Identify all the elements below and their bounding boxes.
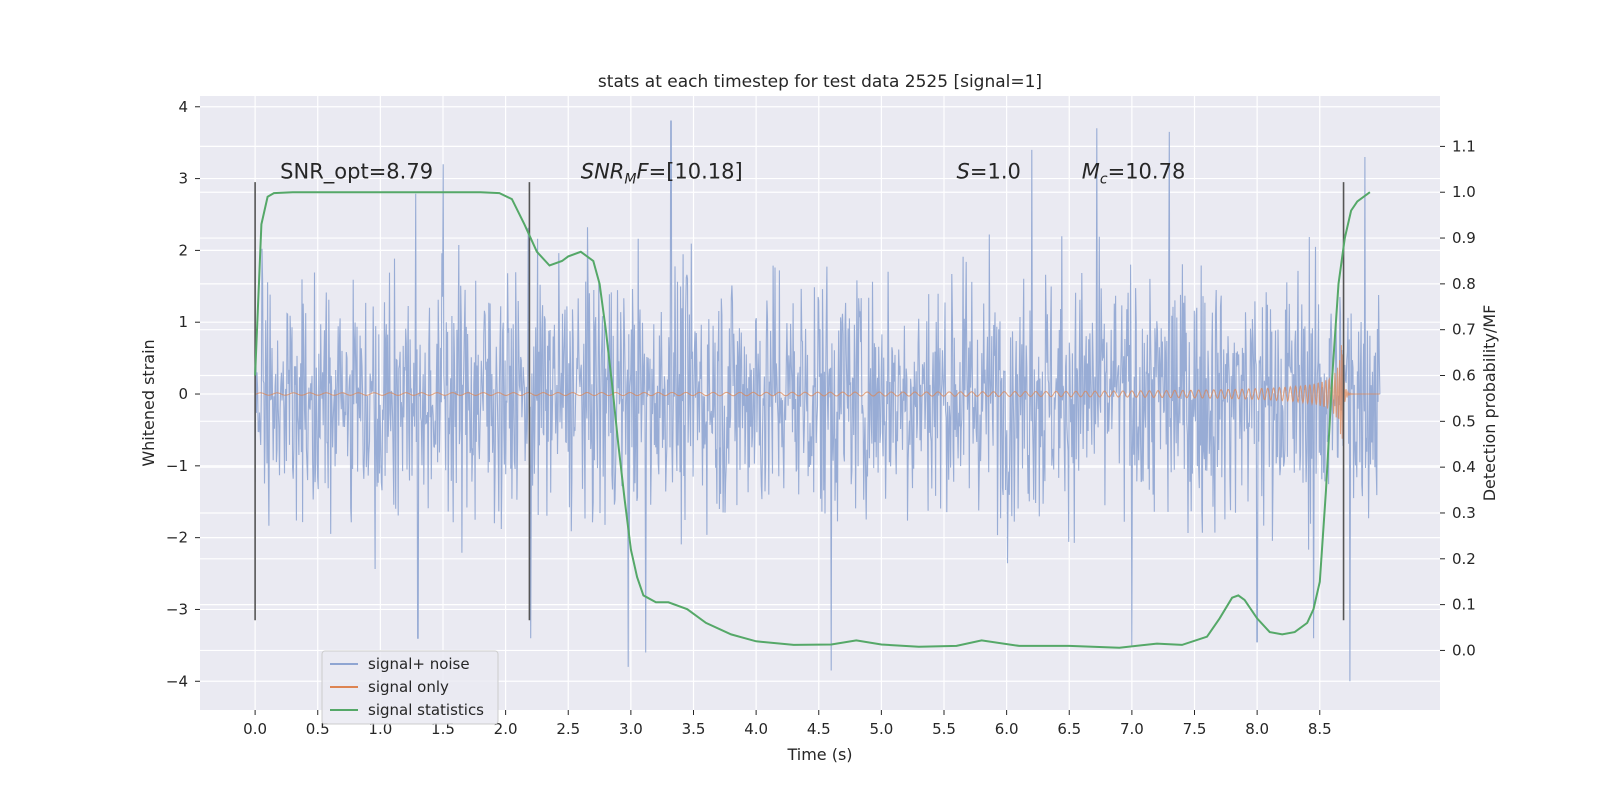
y2-tick-label: 0.0 bbox=[1452, 641, 1476, 659]
x-tick-label: 7.0 bbox=[1120, 720, 1144, 738]
x-tick-label: 4.0 bbox=[744, 720, 768, 738]
annotation-4: Mc=10.78 bbox=[1082, 160, 1186, 188]
y-tick-label: 4 bbox=[178, 98, 188, 116]
chart-title: stats at each timestep for test data 252… bbox=[598, 72, 1042, 92]
y-tick-label: 2 bbox=[178, 241, 188, 259]
signal-statistics-line bbox=[254, 191, 1371, 649]
signal-noise-line bbox=[254, 120, 1381, 682]
x-tick-label: 3.0 bbox=[619, 720, 643, 738]
y2-tick-label: 0.2 bbox=[1452, 550, 1476, 568]
x-axis-ticks: 0.0 0.5 1.0 1.5 2.0 2.5 3.0 3.5 4.0 4.5 5.0 5.5 6.0 6… bbox=[243, 710, 1332, 738]
x-tick-label: 4.5 bbox=[807, 720, 831, 738]
y2-tick-label: 0.6 bbox=[1452, 367, 1476, 385]
y2-axis-ticks: 0.0 0.1 0.2 0.3 0.4 0.5 0.6 0.7 0.8 0.9 1.0 1.1 bbox=[1440, 137, 1476, 659]
y-tick-label: 3 bbox=[178, 170, 188, 188]
y-tick-label: −1 bbox=[166, 457, 188, 475]
y-tick-label: −4 bbox=[166, 672, 188, 690]
y2-tick-label: 0.1 bbox=[1452, 596, 1476, 614]
x-tick-label: 2.5 bbox=[556, 720, 580, 738]
x-tick-label: 8.0 bbox=[1245, 720, 1269, 738]
y2-tick-label: 0.7 bbox=[1452, 321, 1476, 339]
y2-tick-label: 0.8 bbox=[1452, 275, 1476, 293]
y-tick-label: 0 bbox=[178, 385, 188, 403]
y2-tick-label: 0.3 bbox=[1452, 504, 1476, 522]
x-axis-label: Time (s) bbox=[786, 745, 852, 764]
annotation-2: SNRMF=[10.18] bbox=[581, 160, 743, 188]
x-tick-label: 2.0 bbox=[494, 720, 518, 738]
x-tick-label: 5.5 bbox=[932, 720, 956, 738]
legend-label: signal only bbox=[368, 678, 449, 696]
series-signal-statistics bbox=[254, 191, 1371, 649]
y2-axis-label: Detection probability/MF bbox=[1480, 305, 1499, 502]
x-tick-label: 7.5 bbox=[1183, 720, 1207, 738]
vertical-markers bbox=[254, 182, 1345, 621]
y2-tick-label: 1.1 bbox=[1452, 137, 1476, 155]
x-tick-label: 5.0 bbox=[869, 720, 893, 738]
y2-tick-label: 1.0 bbox=[1452, 183, 1476, 201]
y-tick-label: −3 bbox=[166, 600, 188, 618]
legend-label: signal statistics bbox=[368, 701, 484, 719]
x-tick-label: 6.5 bbox=[1057, 720, 1081, 738]
legend-label: signal+ noise bbox=[368, 655, 470, 673]
x-tick-label: 0.0 bbox=[243, 720, 267, 738]
y-tick-label: 1 bbox=[178, 313, 188, 331]
y2-tick-label: 0.4 bbox=[1452, 458, 1476, 476]
x-tick-label: 8.5 bbox=[1308, 720, 1332, 738]
y-axis-ticks: −4 −3 −2 −1 0 1 2 3 4 bbox=[166, 98, 200, 690]
y-tick-label: −2 bbox=[166, 529, 188, 547]
annotation-1: SNR_opt=8.79 bbox=[280, 160, 433, 185]
annotation-3: S=1.0 bbox=[957, 160, 1021, 184]
x-tick-label: 0.5 bbox=[306, 720, 330, 738]
y2-tick-label: 0.5 bbox=[1452, 412, 1476, 430]
x-tick-label: 3.5 bbox=[682, 720, 706, 738]
y2-tick-label: 0.9 bbox=[1452, 229, 1476, 247]
series-signal-noise bbox=[254, 120, 1381, 682]
annotations: SNR_opt=8.79 SNRMF=[10.18] S=1.0 Mc=10.78 bbox=[280, 160, 1185, 188]
legend-box bbox=[321, 650, 499, 725]
signal-only-line bbox=[254, 345, 1380, 439]
series-signal-only bbox=[254, 345, 1380, 439]
x-tick-label: 6.0 bbox=[995, 720, 1019, 738]
y-axis-label: Whitened strain bbox=[139, 339, 158, 466]
legend: signal+ noise signal only signal statistic… bbox=[321, 650, 499, 725]
